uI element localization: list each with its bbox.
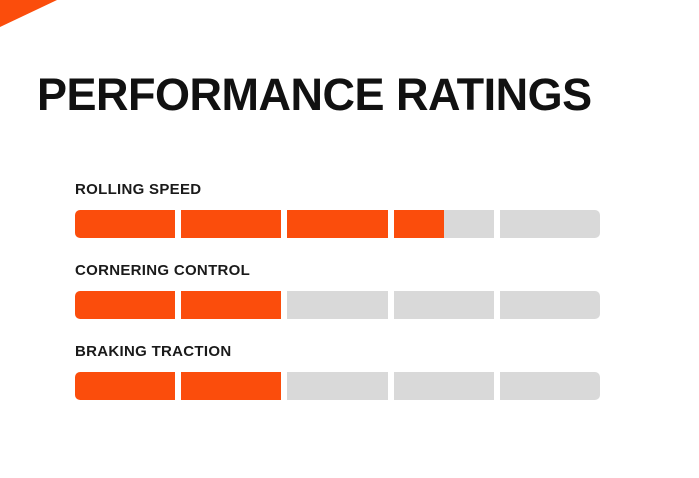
rating-segment bbox=[75, 372, 176, 400]
rating-segment-fill bbox=[75, 291, 176, 319]
rating-segment bbox=[393, 210, 494, 238]
rating-segment bbox=[287, 291, 388, 319]
rating-segment bbox=[287, 210, 388, 238]
rating-segment bbox=[181, 291, 282, 319]
rating-segment bbox=[499, 210, 601, 238]
rating-segment-fill bbox=[181, 291, 282, 319]
corner-accent-icon bbox=[0, 0, 57, 27]
page-title: PERFORMANCE RATINGS bbox=[37, 69, 592, 120]
rating-row: ROLLING SPEED bbox=[75, 181, 601, 238]
rating-row: CORNERING CONTROL bbox=[75, 262, 601, 319]
rating-label: BRAKING TRACTION bbox=[75, 343, 232, 360]
rating-segment-fill bbox=[181, 372, 282, 400]
rating-segment-fill bbox=[393, 210, 444, 238]
rating-label: CORNERING CONTROL bbox=[75, 262, 251, 279]
rating-segment-fill bbox=[181, 210, 282, 238]
rating-bar bbox=[75, 372, 601, 400]
rating-segment-fill bbox=[287, 210, 388, 238]
rating-segment bbox=[181, 210, 282, 238]
rating-segment-fill bbox=[75, 210, 176, 238]
rating-segment bbox=[393, 372, 494, 400]
rating-segment bbox=[287, 372, 388, 400]
rating-segment-fill bbox=[75, 372, 176, 400]
rating-segment bbox=[181, 372, 282, 400]
ratings-list: ROLLING SPEED CORNERING CONTROL BRAKING … bbox=[75, 181, 601, 424]
rating-segment bbox=[393, 291, 494, 319]
rating-segment bbox=[75, 210, 176, 238]
rating-segment bbox=[75, 291, 176, 319]
rating-label: ROLLING SPEED bbox=[75, 181, 202, 198]
rating-bar bbox=[75, 210, 601, 238]
rating-segment bbox=[499, 291, 601, 319]
rating-segment bbox=[499, 372, 601, 400]
rating-row: BRAKING TRACTION bbox=[75, 343, 601, 400]
rating-bar bbox=[75, 291, 601, 319]
